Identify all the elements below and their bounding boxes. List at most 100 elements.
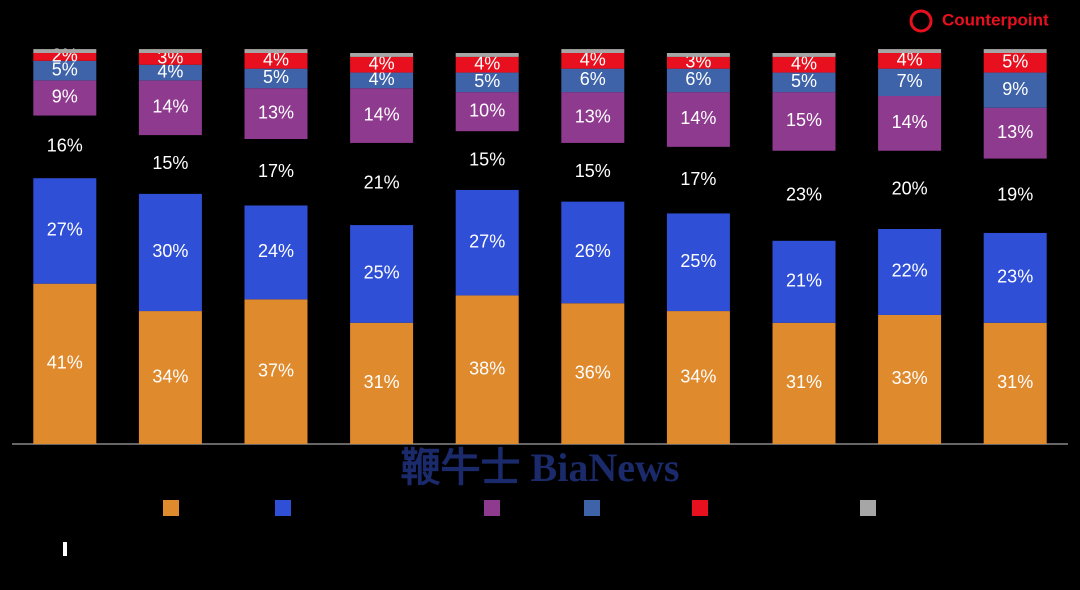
bar-segment — [666, 56, 730, 69]
bar-segment — [666, 146, 730, 214]
bar-segment — [772, 150, 836, 241]
data-label: 5% — [263, 67, 289, 87]
data-label: 2% — [52, 46, 78, 66]
data-label: 37% — [258, 360, 294, 380]
data-label: 14% — [680, 108, 716, 128]
data-label: 5% — [1002, 52, 1028, 72]
bar-segment — [772, 56, 836, 73]
bar-segment — [878, 53, 942, 69]
bar-segment — [350, 142, 414, 226]
bar-segment — [983, 72, 1047, 108]
data-label: 25% — [680, 251, 716, 271]
data-label: 19% — [997, 184, 1033, 204]
data-label: 4% — [580, 50, 606, 70]
bar-segment — [244, 139, 308, 206]
data-label: 16% — [47, 136, 83, 156]
legend-swatch — [275, 500, 291, 516]
data-label: 14% — [152, 96, 188, 116]
bar-segment — [561, 201, 625, 304]
bar-segment — [878, 228, 942, 315]
bar-segment — [350, 53, 414, 57]
bar-segment — [33, 60, 97, 81]
data-label: 15% — [469, 149, 505, 169]
data-label: 9% — [1002, 79, 1028, 99]
bar-segment — [983, 232, 1047, 323]
data-label: 36% — [575, 362, 611, 382]
data-label: 23% — [786, 184, 822, 204]
bar-segment — [455, 56, 519, 73]
bar-segment — [561, 53, 625, 69]
bar-segment — [561, 68, 625, 93]
bar-segment — [983, 322, 1047, 444]
bar-segment — [983, 49, 1047, 53]
bar-segment — [666, 68, 730, 93]
data-label: 15% — [152, 153, 188, 173]
data-label: 34% — [680, 366, 716, 386]
bar-segment — [878, 49, 942, 53]
bar-segment — [33, 49, 97, 53]
bar-segment — [350, 56, 414, 73]
bar-segment — [244, 205, 308, 300]
bar-segment — [983, 53, 1047, 73]
data-label: 15% — [575, 161, 611, 181]
bar-segment — [138, 80, 202, 136]
bar-segment — [244, 88, 308, 140]
data-label: 38% — [469, 358, 505, 378]
data-label: 4% — [474, 53, 500, 73]
data-label: 30% — [152, 241, 188, 261]
bar-segment — [878, 314, 942, 444]
data-label: 7% — [897, 71, 923, 91]
data-label: 4% — [369, 69, 395, 89]
data-label: 21% — [364, 173, 400, 193]
bar-segment — [138, 53, 202, 65]
bar-segment — [878, 96, 942, 151]
data-label: 23% — [997, 267, 1033, 287]
bar-segment — [244, 49, 308, 53]
bar-segment — [33, 80, 97, 116]
data-label: 33% — [892, 368, 928, 388]
bar-segment — [138, 193, 202, 312]
bar-segment — [350, 225, 414, 323]
bar-segment — [772, 322, 836, 444]
data-label: 25% — [364, 263, 400, 283]
data-label: 6% — [580, 69, 606, 89]
data-label: 4% — [897, 50, 923, 70]
data-label: 41% — [47, 353, 83, 373]
bar-segment — [983, 158, 1047, 233]
legend-swatch — [692, 500, 708, 516]
bar-segment — [455, 92, 519, 132]
bar-segment — [455, 295, 519, 444]
data-label: 13% — [575, 106, 611, 126]
bar-segment — [350, 72, 414, 89]
bar-segment — [561, 142, 625, 202]
data-label: 15% — [786, 110, 822, 130]
bar-segment — [666, 311, 730, 444]
data-label: 5% — [791, 71, 817, 91]
bar-segment — [772, 72, 836, 93]
bar-segment — [772, 53, 836, 57]
bar-segment — [772, 92, 836, 151]
data-label: 14% — [364, 104, 400, 124]
data-label: 27% — [469, 231, 505, 251]
data-label: 26% — [575, 241, 611, 261]
bar-segment — [350, 322, 414, 444]
bar-segment — [33, 115, 97, 179]
bar-segment — [244, 53, 308, 69]
mark — [63, 542, 67, 556]
bar-segment — [138, 64, 202, 81]
brand-icon — [909, 9, 933, 33]
brand: Counterpoint — [942, 10, 1049, 29]
data-label: 5% — [52, 59, 78, 79]
data-label: 13% — [997, 122, 1033, 142]
data-label: 14% — [892, 112, 928, 132]
data-label: 34% — [152, 366, 188, 386]
bar-segment — [561, 92, 625, 143]
legend-swatch — [163, 500, 179, 516]
data-label: 17% — [258, 161, 294, 181]
data-label: 31% — [786, 372, 822, 392]
data-label: 10% — [469, 100, 505, 120]
data-label: 13% — [258, 102, 294, 122]
data-label: 21% — [786, 270, 822, 290]
legend-swatch — [584, 500, 600, 516]
